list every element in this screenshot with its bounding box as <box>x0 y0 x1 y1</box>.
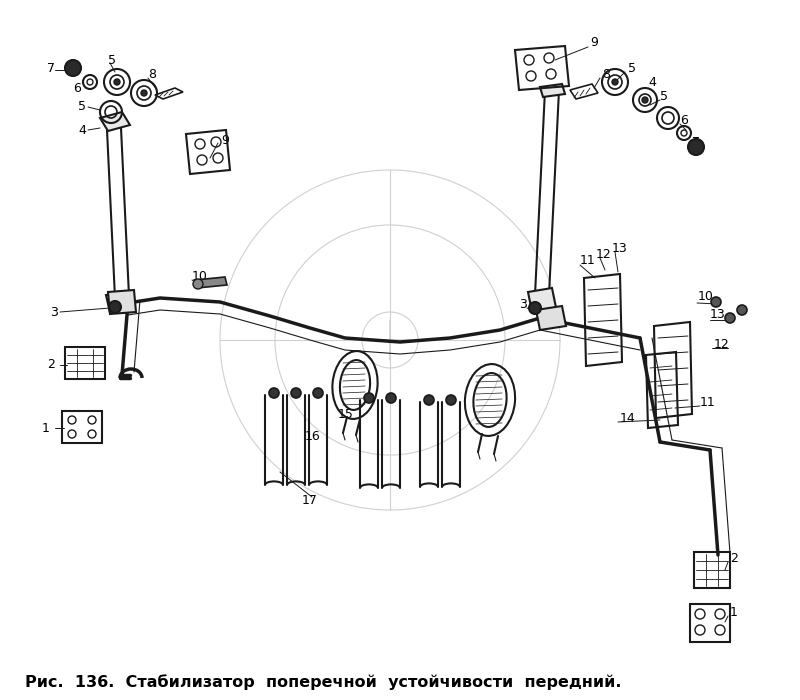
Text: 6: 6 <box>73 81 81 94</box>
Circle shape <box>711 297 721 307</box>
Polygon shape <box>540 84 565 97</box>
Text: 5: 5 <box>660 90 668 104</box>
Text: 4: 4 <box>648 76 656 88</box>
Text: 3: 3 <box>50 305 58 318</box>
Text: 11: 11 <box>580 253 596 267</box>
Text: 1: 1 <box>42 421 50 435</box>
Text: 9: 9 <box>590 36 598 48</box>
Circle shape <box>109 301 121 313</box>
Circle shape <box>313 388 323 398</box>
Text: 4: 4 <box>78 123 86 136</box>
Circle shape <box>291 388 301 398</box>
Text: 7: 7 <box>47 62 55 74</box>
Circle shape <box>529 302 541 314</box>
Text: 1: 1 <box>730 606 738 619</box>
Text: 7: 7 <box>692 136 700 148</box>
Polygon shape <box>100 112 130 131</box>
Circle shape <box>65 60 81 76</box>
Text: 5: 5 <box>628 62 636 74</box>
Text: 9: 9 <box>221 134 229 146</box>
Text: 6: 6 <box>680 113 688 127</box>
Circle shape <box>114 79 120 85</box>
Circle shape <box>446 395 456 405</box>
Circle shape <box>269 388 279 398</box>
Text: 12: 12 <box>714 337 730 351</box>
Text: 10: 10 <box>192 270 208 283</box>
Circle shape <box>612 79 618 85</box>
Polygon shape <box>106 292 134 313</box>
Circle shape <box>737 305 747 315</box>
Polygon shape <box>536 306 566 330</box>
Text: 10: 10 <box>698 290 714 302</box>
Text: 2: 2 <box>47 358 55 372</box>
Text: 13: 13 <box>710 309 726 321</box>
Text: 17: 17 <box>302 494 318 507</box>
Text: 3: 3 <box>519 298 527 312</box>
Circle shape <box>386 393 396 403</box>
Circle shape <box>642 97 648 103</box>
Circle shape <box>688 139 704 155</box>
Circle shape <box>193 279 203 289</box>
Polygon shape <box>195 277 227 288</box>
Circle shape <box>364 393 374 403</box>
Circle shape <box>424 395 434 405</box>
Text: 12: 12 <box>596 248 612 260</box>
Text: 8: 8 <box>602 69 610 81</box>
Polygon shape <box>528 288 556 312</box>
Text: 5: 5 <box>108 53 116 66</box>
Text: 5: 5 <box>78 101 86 113</box>
Text: 16: 16 <box>305 430 321 444</box>
Text: 14: 14 <box>620 412 636 424</box>
Text: 8: 8 <box>148 69 156 81</box>
Polygon shape <box>108 290 136 314</box>
Circle shape <box>141 90 147 96</box>
Text: 15: 15 <box>338 409 354 421</box>
Text: Рис.  136.  Стабилизатор  поперечной  устойчивости  передний.: Рис. 136. Стабилизатор поперечной устойч… <box>25 674 622 690</box>
Circle shape <box>725 313 735 323</box>
Text: 2: 2 <box>730 552 738 564</box>
Text: 11: 11 <box>700 395 716 409</box>
Text: 13: 13 <box>612 241 628 255</box>
